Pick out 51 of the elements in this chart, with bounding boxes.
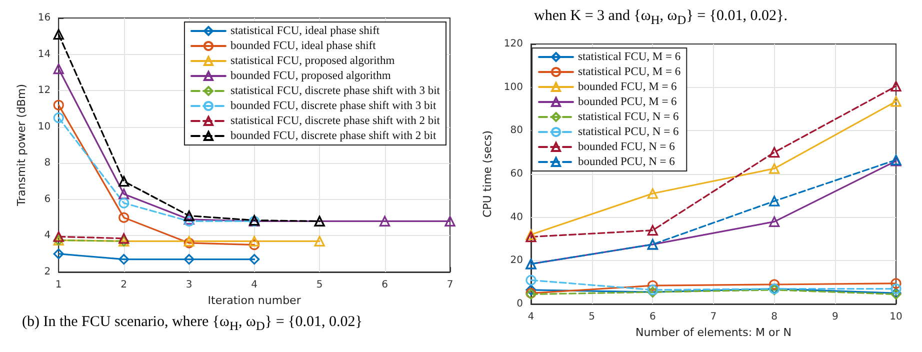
y-tick-label: 10 xyxy=(38,121,51,132)
legend-label: bounded FCU, ideal phase shift xyxy=(230,40,377,52)
legend-label: bounded FCU, N = 6 xyxy=(578,141,676,153)
x-tick-label: 2 xyxy=(120,280,128,290)
y-tick-label: 80 xyxy=(510,125,523,136)
legend-label: statistical FCU, discrete phase shift with 2 bit xyxy=(230,115,441,127)
y-tick-label: 0 xyxy=(516,298,523,310)
y-tick-label: 12 xyxy=(38,85,51,96)
y-tick-label: 2 xyxy=(44,266,51,278)
legend-label: statistical PCU, N = 6 xyxy=(578,126,679,138)
legend-label: statistical FCU, ideal phase shift xyxy=(230,25,380,37)
legend-label: statistical FCU, M = 6 xyxy=(578,51,681,63)
y-tick-label: 14 xyxy=(38,48,51,60)
x-tick-label: 6 xyxy=(382,280,388,290)
legend-label: bounded FCU, proposed algorithm xyxy=(230,70,391,82)
x-tick-label: 7 xyxy=(446,280,454,290)
text: (b) In the FCU scenario, where {ω$_{H}$, ω$_{D}$} = {0.01, 0.02} xyxy=(21,314,364,335)
x-tick-label: 5 xyxy=(588,312,596,322)
x-tick-label: 1 xyxy=(55,280,62,290)
x-axis-title: Iteration number xyxy=(208,294,302,307)
legend-label: bounded FCU, discrete phase shift with 2 bit xyxy=(230,130,437,142)
y-tick-label: 20 xyxy=(510,255,523,266)
x-tick-label: 5 xyxy=(316,280,323,290)
x-tick-label: 3 xyxy=(186,280,192,290)
legend-label: bounded FCU, discrete phase shift with 3 bit xyxy=(230,100,437,112)
y-tick-label: 4 xyxy=(44,230,51,242)
legend-label: statistical FCU, N = 6 xyxy=(578,111,679,123)
y-axis-title: CPU time (secs) xyxy=(481,130,494,218)
legend-label: bounded PCU, N = 6 xyxy=(578,156,676,168)
x-tick-label: 4 xyxy=(251,280,258,290)
y-tick-label: 16 xyxy=(38,12,51,24)
legend-label: bounded PCU, M = 6 xyxy=(578,96,678,108)
y-tick-label: 40 xyxy=(510,212,523,223)
x-tick-label: 9 xyxy=(832,312,838,322)
y-axis-title: Transmit power (dBm) xyxy=(15,84,28,207)
x-tick-label: 8 xyxy=(771,312,778,322)
x-tick-label: 6 xyxy=(649,312,656,322)
legend-label: statistical FCU, proposed algorithm xyxy=(230,55,395,67)
x-tick-label: 7 xyxy=(710,312,717,322)
x-tick-label: 10 xyxy=(890,312,902,322)
y-tick-label: 100 xyxy=(504,82,523,93)
y-tick-label: 6 xyxy=(44,194,51,205)
text: when K = 3 and {ω$_{H}$, ω$_{D}$} = {0.01, 0.02}. xyxy=(533,8,789,29)
legend-label: statistical FCU, discrete phase shift with 3 bit xyxy=(230,85,441,97)
y-tick-label: 8 xyxy=(44,158,51,169)
y-tick-label: 60 xyxy=(510,168,523,180)
x-axis-title: Number of elements: M or N xyxy=(635,326,792,339)
legend-label: statistical PCU, M = 6 xyxy=(578,66,681,78)
y-tick-label: 120 xyxy=(504,38,523,50)
x-tick-label: 4 xyxy=(528,312,534,322)
legend-label: bounded FCU, M = 6 xyxy=(578,81,678,93)
